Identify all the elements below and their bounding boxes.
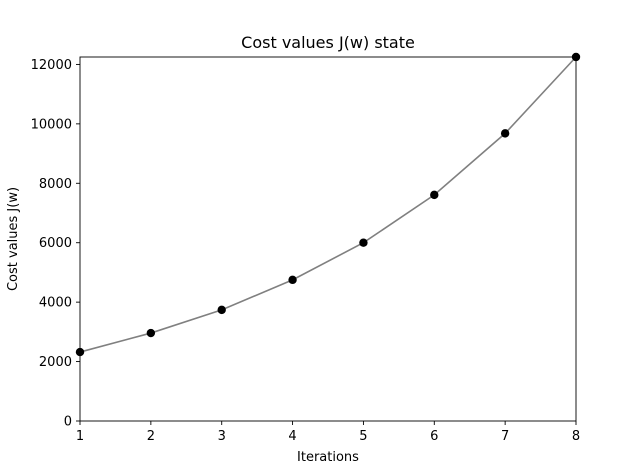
x-tick-label: 7: [501, 429, 509, 444]
x-tick-label: 2: [147, 429, 155, 444]
data-point: [146, 328, 156, 338]
y-tick-label: 4000: [39, 296, 72, 311]
plot-area: 1 2 3 4 5 6 7 8 0 2000 4000 6000 8000 10000 12000: [31, 52, 581, 444]
data-point: [217, 305, 226, 315]
data-point: [359, 238, 368, 247]
y-axis-label: Cost values J(w): [6, 187, 21, 291]
x-tick-label: 6: [430, 429, 438, 444]
x-tick-label: 8: [572, 429, 580, 444]
x-tick-label: 4: [288, 429, 296, 444]
data-point: [430, 190, 439, 200]
x-tick-label: 3: [218, 429, 226, 444]
y-tick-label: 6000: [39, 236, 72, 251]
chart-title: Cost values J(w) state: [241, 33, 415, 52]
y-tick-label: 12000: [31, 58, 72, 73]
data-point: [288, 275, 297, 285]
plot-frame: [79, 56, 577, 422]
x-axis-label: Iterations: [297, 450, 359, 465]
y-tick-label: 10000: [31, 117, 72, 132]
x-tick-label: 5: [359, 429, 367, 444]
y-tick-label: 0: [64, 415, 72, 430]
x-tick-label: 1: [76, 429, 84, 444]
data-point: [500, 129, 510, 138]
y-tick-label: 2000: [39, 355, 72, 370]
y-tick-label: 8000: [39, 177, 72, 192]
series-line: [79, 56, 577, 353]
